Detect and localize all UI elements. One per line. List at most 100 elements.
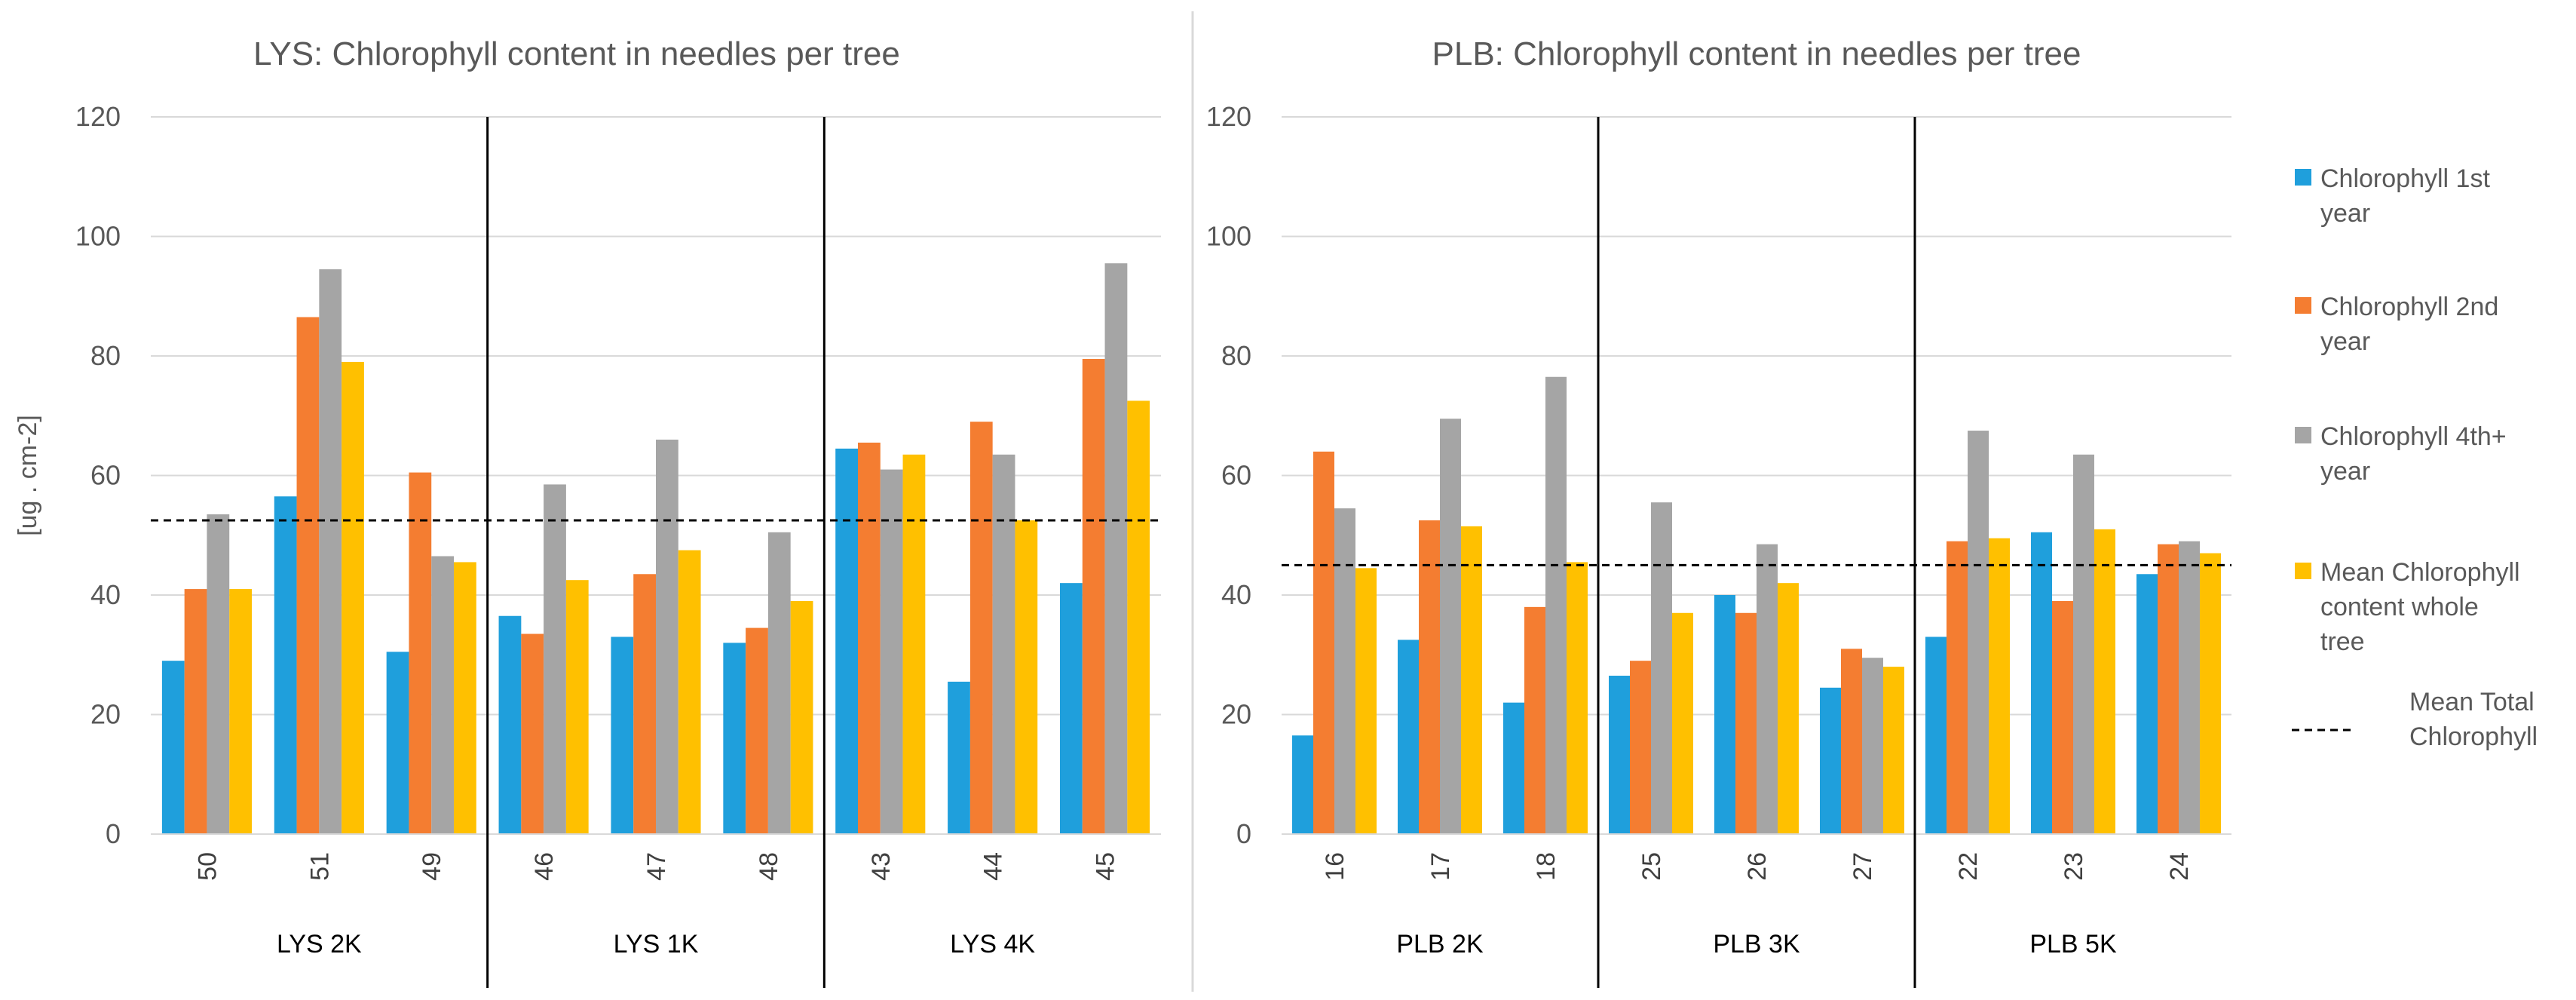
category-label: 25 [1637, 852, 1666, 881]
legend-label: tree [2320, 627, 2365, 656]
y-tick-label: 0 [1236, 818, 1251, 849]
group-label: LYS 4K [950, 930, 1035, 959]
bar [431, 556, 454, 834]
bar [1440, 419, 1461, 834]
category-label: 26 [1743, 852, 1772, 881]
bar [678, 550, 701, 834]
category-label: 24 [2165, 852, 2194, 881]
bar [1524, 606, 1545, 834]
bar [498, 615, 522, 834]
group-label: PLB 3K [1713, 930, 1800, 959]
legend-label: Chlorophyll 2nd [2320, 293, 2498, 321]
bar [1355, 568, 1377, 834]
bar [633, 574, 656, 834]
chart-title: PLB: Chlorophyll content in needles per … [1432, 35, 2081, 72]
bar [409, 472, 432, 834]
y-axis-label: [ug . cm-2] [14, 415, 42, 536]
bar [858, 442, 881, 834]
y-tick-label: 60 [1221, 460, 1251, 491]
bar [184, 589, 207, 834]
bar [1461, 526, 1482, 834]
bar [992, 454, 1015, 834]
category-label: 45 [1092, 852, 1120, 881]
bar [1925, 637, 1947, 834]
bar [1820, 687, 1841, 834]
y-tick-label: 120 [75, 101, 121, 132]
bar [1714, 595, 1735, 834]
bar [2031, 532, 2052, 834]
bar [544, 484, 566, 834]
bar [1883, 667, 1904, 834]
y-tick-label: 20 [90, 699, 121, 730]
category-label: 17 [1426, 852, 1455, 881]
bar [386, 652, 409, 834]
legend-label: year [2320, 199, 2370, 228]
bar [1609, 675, 1630, 834]
legend-label: Chlorophyll [2409, 722, 2538, 751]
legend-label: content whole [2320, 593, 2479, 621]
legend-label: year [2320, 327, 2370, 356]
bar [1398, 640, 1419, 834]
bar [1841, 649, 1862, 834]
y-tick-label: 100 [1206, 221, 1251, 252]
bar [969, 422, 993, 834]
category-label: 46 [530, 852, 559, 881]
y-tick-label: 60 [90, 460, 121, 491]
bar [1947, 541, 1968, 834]
category-label: 51 [305, 852, 334, 881]
bar [342, 361, 364, 834]
bar [1778, 583, 1799, 834]
bar [723, 643, 746, 834]
y-tick-label: 120 [1206, 101, 1251, 132]
category-label: 43 [867, 852, 896, 881]
lys-panel: LYS: Chlorophyll content in needles per … [14, 35, 1161, 988]
chart-title: LYS: Chlorophyll content in needles per … [253, 35, 900, 72]
legend-swatch [2295, 169, 2311, 186]
bar [1060, 583, 1083, 834]
bar [767, 532, 791, 834]
bar [2052, 600, 2073, 834]
bar [1757, 544, 1778, 834]
category-label: 49 [418, 852, 446, 881]
bar [1545, 376, 1567, 834]
bar [1567, 562, 1588, 834]
bar [2158, 544, 2179, 834]
bar [611, 637, 634, 834]
bar [2136, 574, 2158, 834]
bar [454, 562, 476, 834]
bar [229, 589, 252, 834]
bar [2179, 541, 2200, 834]
legend-label: Mean Total [2409, 688, 2535, 716]
bar [207, 514, 230, 834]
legend-label: Mean Chlorophyll [2320, 558, 2520, 587]
bar [790, 600, 813, 834]
plb-panel: PLB: Chlorophyll content in needles per … [1206, 35, 2231, 988]
y-tick-label: 0 [106, 818, 121, 849]
bar [1419, 520, 1440, 834]
bar [1735, 612, 1757, 834]
bar [2094, 529, 2115, 834]
bar [565, 580, 589, 834]
y-tick-label: 80 [1221, 340, 1251, 371]
legend-swatch [2295, 563, 2311, 579]
bar [2200, 553, 2221, 834]
bar [1862, 658, 1883, 834]
bar [1651, 502, 1672, 834]
bar [2073, 454, 2094, 834]
category-label: 27 [1849, 852, 1877, 881]
legend-swatch [2295, 427, 2311, 443]
y-tick-label: 80 [90, 340, 121, 371]
bar [1104, 263, 1128, 835]
category-label: 48 [755, 852, 783, 881]
y-tick-label: 20 [1221, 699, 1251, 730]
group-label: LYS 2K [277, 930, 362, 959]
bar [1334, 508, 1355, 834]
y-tick-label: 40 [1221, 579, 1251, 610]
y-tick-label: 100 [75, 221, 121, 252]
category-label: 50 [193, 852, 222, 881]
bar [274, 496, 297, 834]
bar [1313, 451, 1334, 834]
bar [1082, 358, 1105, 834]
bar [1672, 612, 1693, 834]
bar [319, 269, 342, 834]
